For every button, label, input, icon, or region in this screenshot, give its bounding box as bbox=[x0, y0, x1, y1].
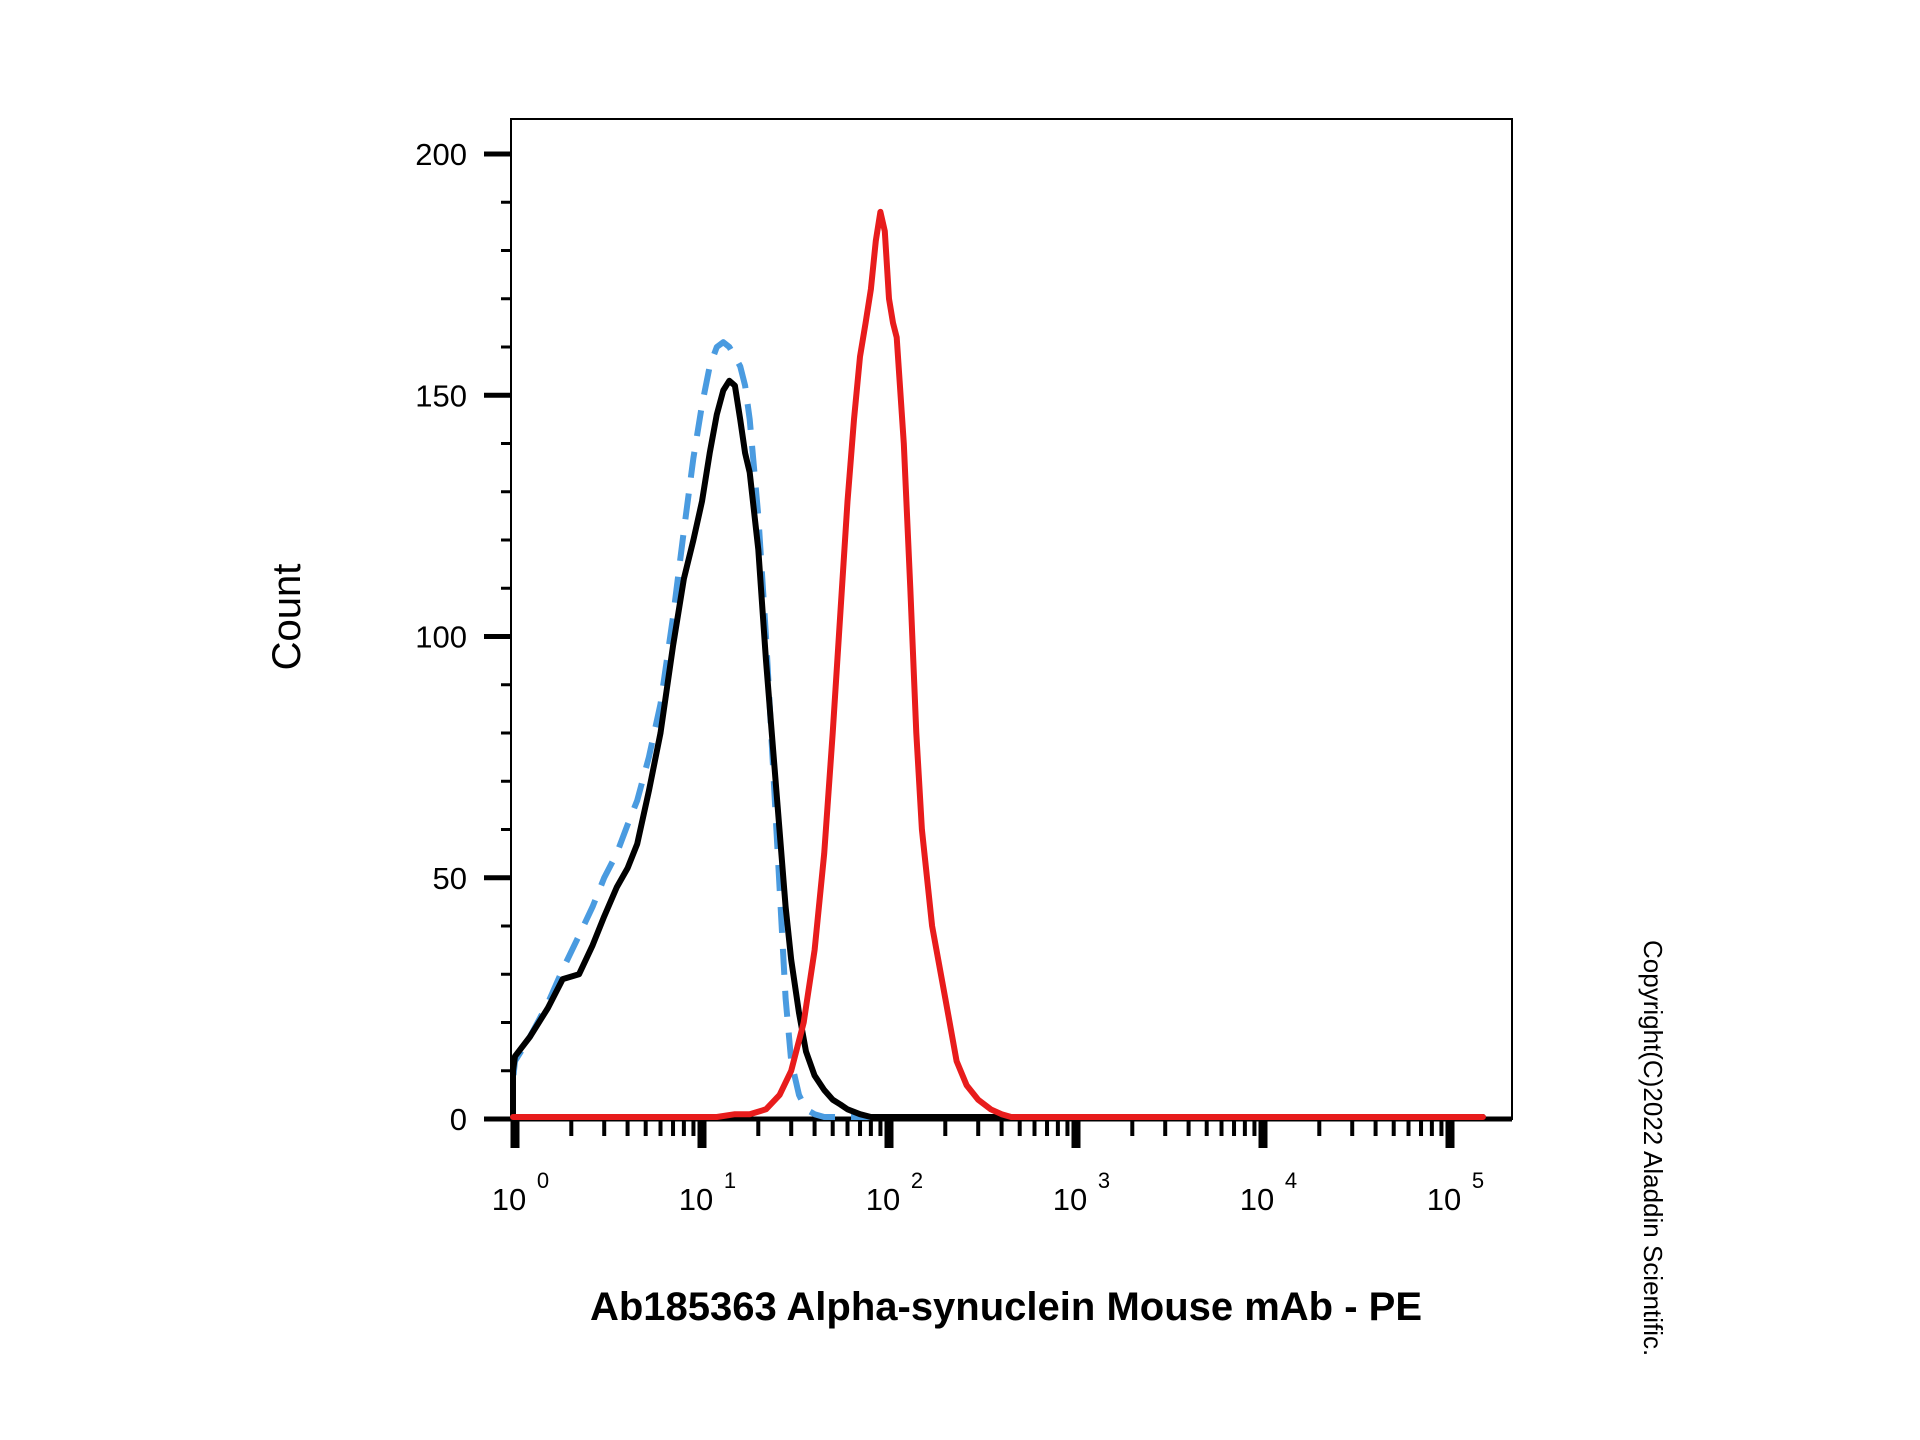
y-tick-label: 200 bbox=[415, 137, 467, 172]
x-tick-label: 10 bbox=[1427, 1182, 1461, 1217]
plot-frame bbox=[510, 118, 1513, 1120]
x-tick-label: 10 bbox=[1240, 1182, 1274, 1217]
copyright-text: Copyright(C)2022 Aladdin Scientific. bbox=[1638, 940, 1668, 1356]
x-tick-exponent: 3 bbox=[1098, 1168, 1110, 1193]
x-tick-exponent: 2 bbox=[911, 1168, 923, 1193]
x-tick-label: 10 bbox=[679, 1182, 713, 1217]
x-tick-label: 10 bbox=[866, 1182, 900, 1217]
y-tick-label: 50 bbox=[433, 861, 467, 896]
y-tick-label: 100 bbox=[415, 620, 467, 655]
y-axis-title: Count bbox=[265, 564, 309, 671]
x-tick-exponent: 5 bbox=[1472, 1168, 1484, 1193]
x-tick-exponent: 4 bbox=[1285, 1168, 1297, 1193]
series-line-2 bbox=[510, 208, 1486, 1120]
x-tick-exponent: 1 bbox=[724, 1168, 736, 1193]
x-tick-exponent: 0 bbox=[537, 1168, 549, 1193]
y-axis: 0 50 100 150 200 bbox=[415, 137, 511, 1137]
series-line-1 bbox=[510, 377, 1486, 1120]
series-layer bbox=[510, 208, 1486, 1120]
x-tick-label: 10 bbox=[492, 1182, 526, 1217]
x-axis-title: Ab185363 Alpha-synuclein Mouse mAb - PE bbox=[590, 1285, 1422, 1329]
x-tick-label: 10 bbox=[1053, 1182, 1087, 1217]
y-tick-label: 0 bbox=[450, 1102, 467, 1137]
y-tick-label: 150 bbox=[415, 378, 467, 413]
x-axis: 10 0 10 1 10 2 10 3 10 4 10 5 bbox=[492, 1116, 1512, 1217]
